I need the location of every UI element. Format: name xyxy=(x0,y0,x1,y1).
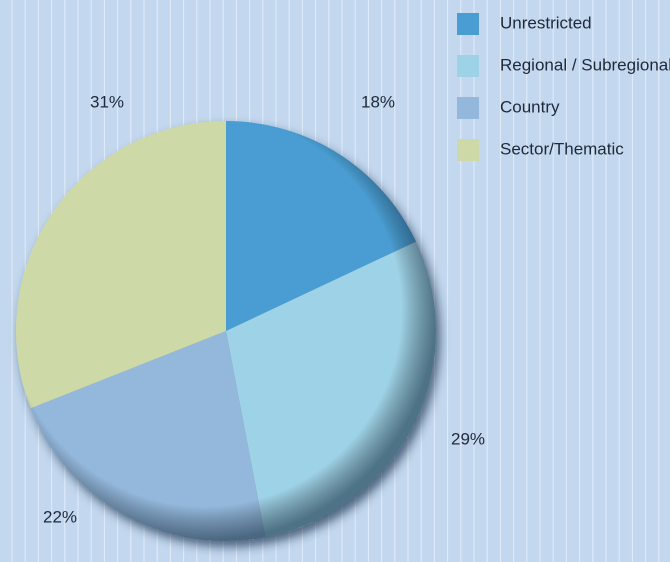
legend-label: Country xyxy=(500,97,560,116)
data-label: 18% xyxy=(361,92,395,111)
legend-swatch xyxy=(457,97,479,119)
legend-label: Regional / Subregional xyxy=(500,55,670,74)
pie xyxy=(15,121,437,541)
legend-label: Unrestricted xyxy=(500,13,592,32)
data-label: 22% xyxy=(43,507,77,526)
data-label: 31% xyxy=(90,92,124,111)
legend-swatch xyxy=(457,139,479,161)
data-label: 29% xyxy=(451,429,485,448)
legend-label: Sector/Thematic xyxy=(500,139,624,158)
pie-shading xyxy=(16,121,436,541)
legend-swatch xyxy=(457,55,479,77)
legend-swatch xyxy=(457,13,479,35)
